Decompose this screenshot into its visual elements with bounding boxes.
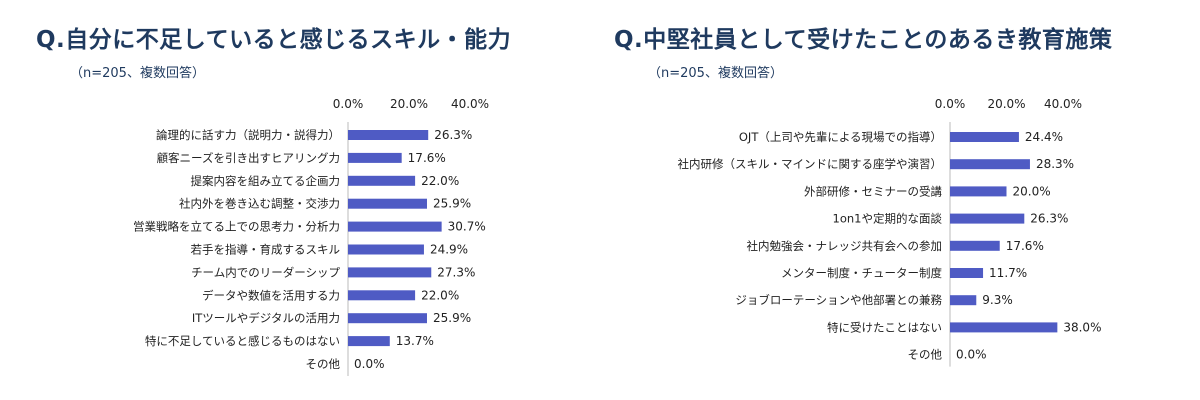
data-label: 25.9% — [433, 311, 471, 325]
bar — [950, 268, 984, 278]
category-label: 社内外を巻き込む調整・交渉力 — [179, 197, 340, 211]
data-label: 24.4% — [1025, 130, 1063, 144]
data-label: 24.9% — [430, 243, 468, 257]
data-label: 17.6% — [408, 151, 446, 165]
category-label: 特に不足していると感じるものはない — [145, 334, 340, 348]
bar — [950, 322, 1058, 333]
bar — [348, 152, 402, 163]
category-label: 提案内容を組み立てる企画力 — [191, 174, 341, 188]
category-label: 若手を指導・育成するスキル — [191, 243, 341, 257]
bar — [348, 244, 424, 255]
data-label: 38.0% — [1063, 320, 1101, 334]
category-label: メンター制度・チューター制度 — [781, 266, 942, 280]
category-label: 社内勉強会・ナレッジ共有会への参加 — [747, 239, 943, 253]
category-label: 社内研修（スキル・マインドに関する座学や演習） — [678, 157, 943, 171]
data-label: 26.3% — [434, 128, 472, 142]
data-label: 11.7% — [989, 266, 1027, 280]
x-tick-label: 20.0% — [987, 97, 1025, 111]
data-label: 26.3% — [1030, 212, 1068, 226]
bar — [950, 186, 1007, 197]
data-label: 0.0% — [354, 357, 385, 371]
x-tick-label: 0.0% — [333, 97, 364, 111]
data-label: 22.0% — [421, 288, 459, 302]
category-label: 外部研修・セミナーの受講 — [804, 184, 942, 198]
category-label: 論理的に話す力（説明力・説得力） — [156, 128, 340, 142]
bar — [348, 336, 390, 347]
data-label: 27.3% — [437, 265, 475, 279]
chart-title: Q.自分に不足していると感じるスキル・能力 — [36, 27, 512, 53]
data-label: 22.0% — [421, 174, 459, 188]
chart-subtitle: （n=205、複数回答） — [648, 66, 783, 81]
bar — [950, 240, 1000, 251]
bar — [950, 159, 1030, 170]
chart-panel-training: Q.中堅社員として受けたことのあるき教育施策 （n=205、複数回答） 0.0%… — [600, 0, 1200, 400]
bar — [950, 295, 977, 306]
category-label: 1on1や定期的な面談 — [833, 212, 943, 226]
bar — [950, 132, 1019, 142]
x-tick-label: 20.0% — [390, 97, 428, 111]
category-label: データや数値を活用する力 — [202, 288, 340, 302]
category-label: チーム内でのリーダーシップ — [191, 265, 340, 279]
bar-chart-training: 0.0% 20.0% 40.0% OJT（上司や先輩による現場での指導） 24.4% 社内… — [678, 97, 1101, 367]
bar — [348, 175, 416, 186]
bar — [348, 221, 442, 232]
bar — [348, 313, 427, 324]
category-label: その他 — [306, 357, 341, 371]
chart-title: Q.中堅社員として受けたことのあるき教育施策 — [614, 27, 1113, 53]
data-label: 25.9% — [433, 197, 471, 211]
data-label: 28.3% — [1036, 157, 1074, 171]
data-label: 0.0% — [956, 348, 987, 362]
chart-subtitle: （n=205、複数回答） — [70, 66, 205, 81]
x-tick-label: 40.0% — [1044, 97, 1082, 111]
chart-panel-skills: Q.自分に不足していると感じるスキル・能力 （n=205、複数回答） 0.0% 2… — [36, 27, 512, 376]
category-label: ITツールやデジタルの活用力 — [192, 311, 340, 325]
bar-chart-skills: 0.0% 20.0% 40.0% 論理的に話す力（説明力・説得力） 26.3% 顧客ニーズ… — [133, 97, 489, 376]
bar — [348, 290, 416, 301]
bar — [348, 267, 432, 278]
category-label: 営業戦略を立てる上での思考力・分析力 — [133, 220, 340, 234]
bar — [348, 198, 427, 209]
x-tick-label: 40.0% — [451, 97, 489, 111]
data-label: 13.7% — [396, 334, 434, 348]
bar — [950, 213, 1025, 224]
category-label: ジョブローテーションや他部署との兼務 — [735, 293, 942, 307]
data-label: 30.7% — [448, 220, 486, 234]
bar — [348, 130, 429, 140]
data-label: 9.3% — [982, 293, 1013, 307]
category-label: 顧客ニーズを引き出すヒアリング力 — [157, 151, 340, 165]
data-label: 20.0% — [1013, 184, 1051, 198]
x-tick-label: 0.0% — [935, 97, 966, 111]
category-label: 特に受けたことはない — [827, 320, 942, 334]
category-label: OJT（上司や先輩による現場での指導） — [739, 130, 942, 144]
category-label: その他 — [908, 348, 943, 362]
data-label: 17.6% — [1006, 239, 1044, 253]
